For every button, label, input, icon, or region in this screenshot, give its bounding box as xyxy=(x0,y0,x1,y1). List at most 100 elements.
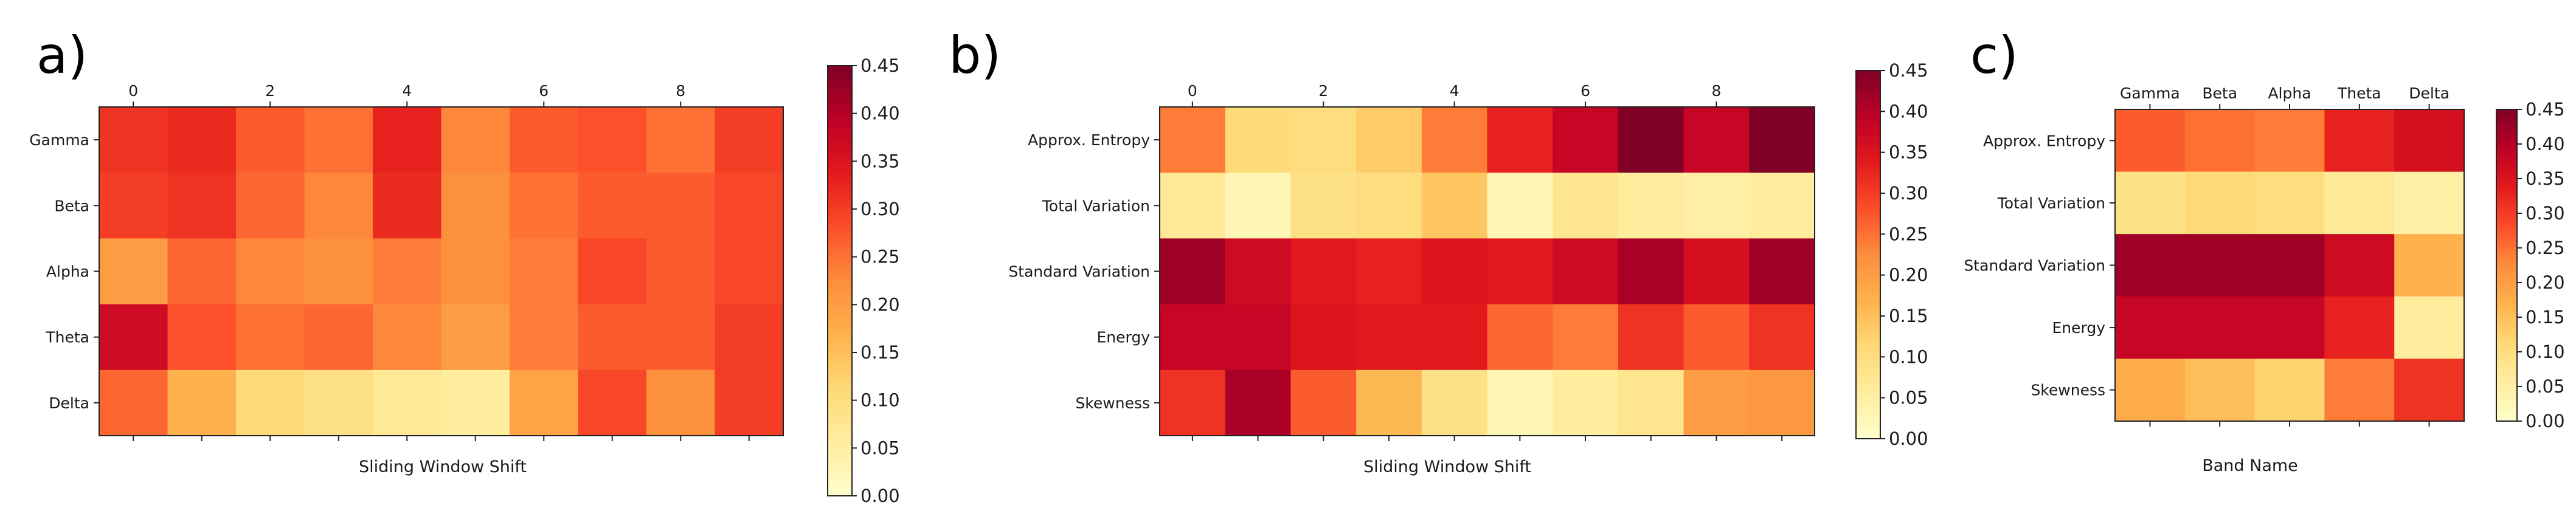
colorbar-segment xyxy=(1856,152,1880,157)
heatmap-cell xyxy=(2115,296,2186,359)
colorbar-segment xyxy=(2496,414,2517,418)
heatmap-cell xyxy=(1487,304,1553,371)
colorbar-segment xyxy=(1856,173,1880,177)
colorbar-segment xyxy=(2496,261,2517,266)
colorbar-segment xyxy=(1856,180,1880,186)
colorbar-segment xyxy=(828,118,852,123)
colorbar-segment xyxy=(2496,244,2517,249)
heatmap-cell xyxy=(510,304,579,371)
colorbar-segment xyxy=(2496,112,2517,117)
heatmap-cell xyxy=(2115,234,2186,297)
colorbar-segment xyxy=(2496,407,2517,411)
colorbar-segment xyxy=(828,199,852,205)
colorbar-segment xyxy=(828,428,852,434)
colorbar-segment xyxy=(828,171,852,176)
colorbar-segment xyxy=(1856,144,1880,149)
colorbar-segment xyxy=(2496,175,2517,179)
colorbar-segment xyxy=(2496,120,2517,124)
colorbar-segment xyxy=(1856,300,1880,304)
colorbar-segment xyxy=(828,424,852,430)
y-tick-label: Total Variation xyxy=(1042,197,1150,214)
heatmap-cell xyxy=(2115,171,2186,235)
heatmap-cell xyxy=(715,369,784,436)
colorbar-segment xyxy=(828,472,852,478)
heatmap-cell xyxy=(1160,107,1226,173)
colorbar-tick-label: 0.25 xyxy=(1889,224,1928,244)
heatmap-cell xyxy=(1160,369,1226,436)
heatmap-cell xyxy=(1160,304,1226,371)
colorbar-segment xyxy=(828,146,852,153)
colorbar-segment xyxy=(828,467,852,473)
colorbar-segment xyxy=(2496,227,2517,232)
colorbar-tick-label: 0.40 xyxy=(860,103,900,124)
y-tick-label: Gamma xyxy=(29,131,89,149)
colorbar-segment xyxy=(828,242,852,248)
colorbar-segment xyxy=(828,328,852,334)
heatmap-cell xyxy=(1290,238,1357,305)
colorbar-tick-label: 0.25 xyxy=(860,247,900,267)
heatmap-cell xyxy=(441,369,510,436)
colorbar-segment xyxy=(1856,430,1880,435)
colorbar-tick-label: 0.45 xyxy=(860,55,900,76)
colorbar-segment xyxy=(828,410,852,415)
colorbar-segment xyxy=(828,151,852,157)
panel-c: c) Gamma Beta Alpha Theta Delta Approx. Entro… xyxy=(1964,26,2564,475)
heatmap-cell xyxy=(510,173,579,239)
heatmap-cell xyxy=(1160,238,1226,305)
colorbar-segment xyxy=(2496,303,2517,307)
colorbar-segment xyxy=(828,128,852,133)
heatmap-cell xyxy=(646,107,716,173)
panel-c-colorbar: 0.00 0.05 0.10 0.15 0.20 0.25 0.30 0.35 0.40 0.45 xyxy=(2496,99,2565,431)
x-tick-label: Gamma xyxy=(2120,84,2180,102)
colorbar-segment xyxy=(2496,345,2517,349)
y-tick-label: Alpha xyxy=(46,263,89,281)
heatmap-cell xyxy=(1356,173,1422,239)
colorbar-segment xyxy=(1856,434,1880,439)
heatmap-cell xyxy=(304,107,373,173)
colorbar-tick-label: 0.20 xyxy=(2526,272,2565,293)
colorbar-tick-label: 0.40 xyxy=(2526,134,2565,154)
colorbar-segment xyxy=(1856,86,1880,92)
colorbar-segment xyxy=(828,486,852,492)
heatmap-cell xyxy=(167,238,237,305)
heatmap-cell xyxy=(236,173,305,239)
heatmap-cell xyxy=(2115,109,2186,173)
heatmap-cell xyxy=(2324,359,2395,422)
colorbar-segment xyxy=(828,443,852,448)
colorbar-segment xyxy=(828,400,852,406)
heatmap-cell xyxy=(1290,369,1357,436)
colorbar-segment xyxy=(828,266,852,272)
colorbar-segment xyxy=(828,371,852,377)
colorbar-segment xyxy=(1856,83,1880,88)
colorbar-segment xyxy=(1856,389,1880,394)
colorbar-segment xyxy=(2496,272,2517,276)
colorbar-segment xyxy=(2496,334,2517,338)
colorbar-segment xyxy=(1856,410,1880,415)
colorbar-segment xyxy=(2496,161,2517,165)
colorbar-segment xyxy=(1856,185,1880,190)
colorbar-segment xyxy=(2496,403,2517,408)
y-tick-label: Approx. Entropy xyxy=(1028,131,1150,149)
heatmap-cell xyxy=(1553,107,1619,173)
colorbar-tick-label: 0.30 xyxy=(1889,183,1928,204)
panel-b: b) 0 2 4 6 8 Approx. Entropy Total Variation St… xyxy=(949,26,1928,476)
colorbar-segment xyxy=(2496,109,2517,114)
colorbar-segment xyxy=(2496,265,2517,269)
colorbar-segment xyxy=(1856,352,1880,357)
colorbar-segment xyxy=(1856,291,1880,296)
colorbar-segment xyxy=(2496,137,2517,141)
colorbar-segment xyxy=(828,476,852,482)
colorbar-segment xyxy=(2496,133,2517,138)
colorbar-segment xyxy=(1856,312,1880,317)
y-tick-label: Delta xyxy=(49,394,89,412)
x-tick-label: Theta xyxy=(2337,84,2381,102)
colorbar-segment xyxy=(1856,348,1880,354)
colorbar-segment xyxy=(2496,289,2517,293)
colorbar-segment xyxy=(2496,151,2517,155)
colorbar-segment xyxy=(828,414,852,420)
heatmap-cell xyxy=(1683,107,1750,173)
heatmap-cell xyxy=(1225,369,1291,436)
colorbar-segment xyxy=(2496,168,2517,173)
y-tick-label: Standard Variation xyxy=(1964,257,2105,275)
colorbar-segment xyxy=(2496,386,2517,391)
